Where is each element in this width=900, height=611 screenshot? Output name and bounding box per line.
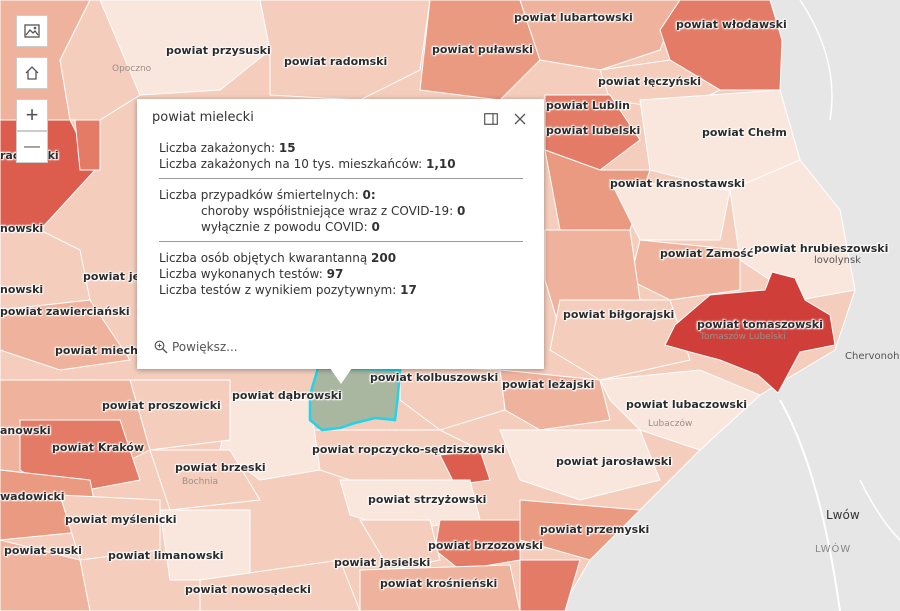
- map-label: powiat ropczycko-sędziszowski: [312, 443, 505, 456]
- map-label-clipped: nowski: [0, 283, 44, 296]
- region-tomaszowski[interactable]: [664, 271, 836, 394]
- basemap-gallery-button[interactable]: [16, 15, 48, 47]
- region-rzeszow[interactable]: [439, 449, 491, 486]
- zoom-in-button[interactable]: +: [16, 99, 48, 131]
- map-label: powiat krośnieński: [380, 577, 498, 590]
- map-label: powiat krasnostawski: [610, 177, 745, 190]
- zoom-in-icon: [154, 340, 168, 354]
- popup-content: Liczba zakażonych: 15 Liczba zakażonych …: [159, 140, 523, 298]
- map-label: powiat tomaszowski: [697, 318, 823, 331]
- map-label: powiat włodawski: [676, 18, 787, 31]
- external-place-label: Chervonoh: [845, 351, 900, 362]
- map-label-clipped: anowski: [0, 424, 51, 437]
- region-myslenicki[interactable]: [59, 494, 161, 561]
- map-label: powiat radomski: [284, 55, 388, 68]
- town-label: Opoczno: [112, 64, 152, 74]
- region-wlodawski[interactable]: [659, 0, 783, 91]
- dock-button[interactable]: [480, 108, 502, 130]
- region-lubartowski[interactable]: [519, 0, 681, 71]
- dock-icon: [484, 113, 498, 125]
- map-label: powiat brzeski: [175, 461, 266, 474]
- map-label: powiat dąbrowski: [232, 389, 342, 402]
- map-label: powiat suski: [4, 544, 82, 557]
- map-label: powiat przemyski: [540, 523, 650, 536]
- stat-row: Liczba zakażonych na 10 tys. mieszkańców…: [159, 157, 456, 171]
- home-button[interactable]: [16, 57, 48, 89]
- map-label-clipped: nowski: [0, 222, 44, 235]
- map-label: powiat lubaczowski: [626, 398, 748, 411]
- map-label: powiat nowosądecki: [185, 583, 311, 596]
- region-kolbuszowski[interactable]: [399, 364, 506, 431]
- divider: [159, 241, 523, 242]
- external-place-label: lovolynsk: [814, 255, 861, 266]
- town-label: Bochnia: [182, 477, 219, 487]
- region-krasnostawski[interactable]: [609, 179, 731, 241]
- map-label: powiat limanowski: [108, 549, 224, 562]
- region-lublin[interactable]: [544, 94, 641, 171]
- map-label: powiat myślenicki: [65, 513, 177, 526]
- basemap-icon: [24, 24, 40, 38]
- map-label: powiat zawierciański: [0, 305, 130, 318]
- map-label: powiat brzozowski: [428, 539, 543, 552]
- map-label: powiat lubartowski: [514, 11, 633, 24]
- map-label: powiat Zamość: [660, 247, 754, 260]
- town-label: Tomaszów Lubelski: [700, 332, 786, 342]
- map-label: powiat leżajski: [502, 378, 595, 391]
- close-button[interactable]: [509, 108, 531, 130]
- feature-popup: powiat mielecki Liczba zakażonych: 15 Li…: [137, 99, 544, 369]
- region-dabrowski[interactable]: [219, 399, 321, 481]
- region-bilgorajski[interactable]: [549, 299, 691, 381]
- map-label: powiat łęczyński: [598, 75, 701, 88]
- region-suski[interactable]: [0, 539, 91, 611]
- map-label: powiat jarosławski: [556, 455, 672, 468]
- city-label-lwow: Lwów: [826, 508, 860, 522]
- region-nowosadecki[interactable]: [199, 559, 361, 611]
- map-label: powiat jasielski: [334, 556, 431, 569]
- map-label: powiat przysuski: [166, 44, 271, 57]
- map-label: powiat kolbuszowski: [370, 371, 499, 384]
- divider: [159, 178, 523, 179]
- stat-row: Liczba wykonanych testów: 97: [159, 267, 344, 281]
- region-jasielski[interactable]: [359, 519, 441, 571]
- zoom-to-link[interactable]: Powiększ...: [154, 340, 238, 354]
- stat-row: Liczba przypadków śmiertelnych: 0:: [159, 188, 376, 202]
- home-icon: [25, 66, 39, 80]
- map-label: powiat Lublin: [546, 99, 630, 112]
- stat-row: Liczba testów z wynikiem pozytywnym: 17: [159, 283, 417, 297]
- region-sanocki[interactable]: [519, 559, 581, 611]
- close-icon: [514, 113, 526, 125]
- zoom-to-label[interactable]: Powiększ...: [172, 340, 238, 354]
- stat-row: Liczba osób objętych kwarantanną 200: [159, 251, 397, 265]
- stat-row: choroby współistniejące wraz z COVID-19:…: [201, 204, 466, 218]
- map-label-clipped: wadowicki: [0, 490, 65, 503]
- popup-pointer: [330, 368, 352, 384]
- region-jedrzejowski[interactable]: [0, 229, 91, 311]
- stat-row: Liczba zakażonych: 15: [159, 141, 296, 155]
- map-label: powiat Chełm: [702, 126, 787, 139]
- map-label: powiat lubelski: [546, 124, 641, 137]
- region-zawiercianski[interactable]: [0, 299, 131, 371]
- map-label: powiat proszowicki: [102, 399, 221, 412]
- region-konecki[interactable]: [74, 119, 101, 171]
- map-label: powiat puławski: [432, 43, 533, 56]
- stat-row: wyłącznie z powodu COVID: 0: [201, 220, 380, 234]
- zoom-out-button[interactable]: —: [16, 131, 48, 163]
- map-label: powiat Kraków: [52, 441, 144, 454]
- map-label: powiat biłgorajski: [563, 308, 675, 321]
- map-label: powiat strzyżowski: [368, 493, 487, 506]
- region-label-lwow: LWÓW: [815, 544, 852, 555]
- region-krosnienski[interactable]: [359, 564, 521, 611]
- region-pulawski[interactable]: [419, 0, 541, 101]
- region-jaroslawski[interactable]: [499, 429, 661, 501]
- region-brzeski[interactable]: [149, 449, 261, 511]
- town-label: Lubaczów: [648, 419, 693, 429]
- popup-title: powiat mielecki: [152, 110, 254, 125]
- map-label: powiat hrubieszowski: [754, 242, 889, 255]
